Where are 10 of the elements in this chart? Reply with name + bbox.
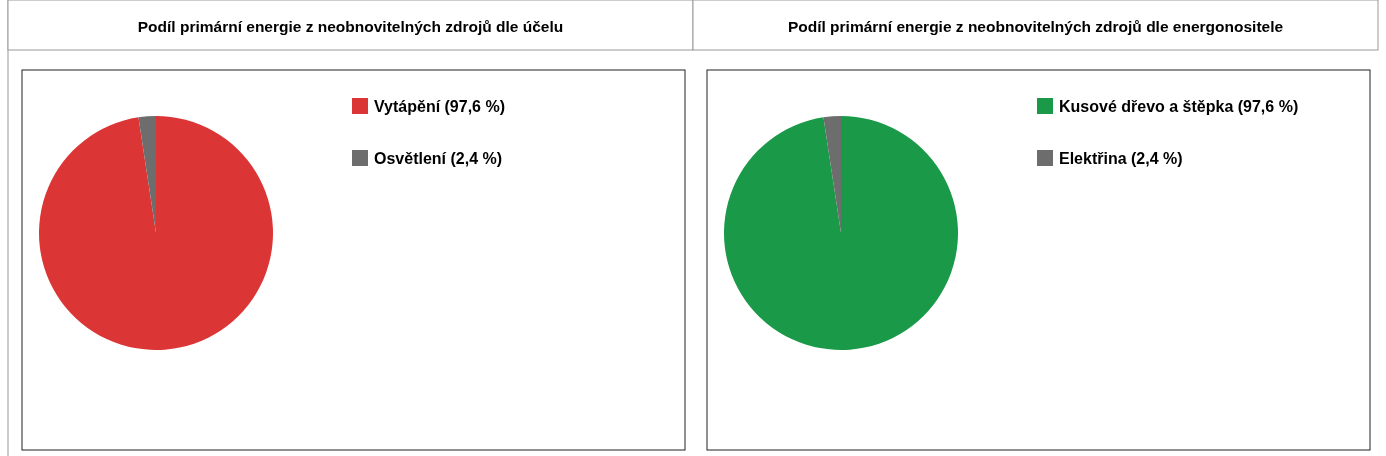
legend-label: Elektřina (2,4 %) — [1059, 150, 1183, 167]
legend-label: Osvětlení (2,4 %) — [374, 150, 503, 167]
pie-slice — [39, 116, 273, 350]
legend-label: Kusové dřevo a štěpka (97,6 %) — [1059, 98, 1299, 115]
pie-slice — [724, 116, 958, 350]
pie-slice — [823, 116, 841, 233]
chart-title: Podíl primární energie z neobnovitelných zdrojů dle energonositele — [787, 18, 1284, 35]
chart-title: Podíl primární energie z neobnovitelných zdrojů dle účelu — [137, 18, 564, 35]
pie-slice — [138, 116, 156, 233]
legend-label: Vytápění (97,6 %) — [374, 98, 506, 115]
